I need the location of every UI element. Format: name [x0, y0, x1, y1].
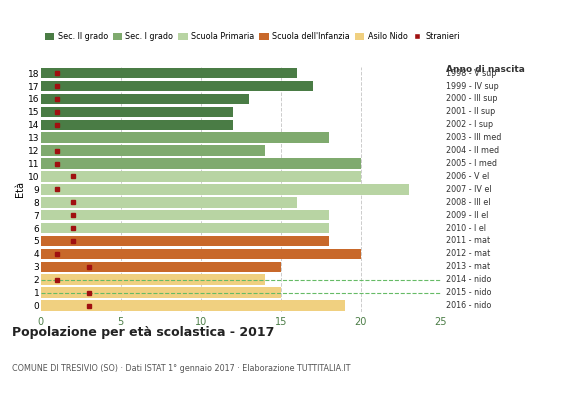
- Bar: [41, 210, 329, 220]
- Text: 2014 - nido: 2014 - nido: [446, 275, 491, 284]
- Text: 2008 - III el: 2008 - III el: [446, 198, 490, 207]
- Bar: [41, 171, 361, 182]
- Text: 2012 - mat: 2012 - mat: [446, 250, 490, 258]
- Text: 2013 - mat: 2013 - mat: [446, 262, 490, 271]
- Bar: [41, 197, 297, 208]
- Bar: [41, 145, 264, 156]
- Y-axis label: Età: Età: [15, 181, 25, 197]
- Legend: Sec. II grado, Sec. I grado, Scuola Primaria, Scuola dell'Infanzia, Asilo Nido, : Sec. II grado, Sec. I grado, Scuola Prim…: [45, 32, 460, 41]
- Bar: [41, 158, 361, 169]
- Text: 2009 - II el: 2009 - II el: [446, 211, 488, 220]
- Text: 1998 - V sup: 1998 - V sup: [446, 69, 496, 78]
- Bar: [41, 236, 329, 246]
- Bar: [41, 94, 249, 104]
- Text: 2005 - I med: 2005 - I med: [446, 159, 497, 168]
- Text: COMUNE DI TRESIVIO (SO) · Dati ISTAT 1° gennaio 2017 · Elaborazione TUTTITALIA.I: COMUNE DI TRESIVIO (SO) · Dati ISTAT 1° …: [12, 364, 350, 373]
- Text: 1999 - IV sup: 1999 - IV sup: [446, 82, 499, 90]
- Bar: [41, 274, 264, 285]
- Text: Anno di nascita: Anno di nascita: [446, 66, 525, 74]
- Bar: [41, 81, 313, 91]
- Bar: [41, 184, 409, 195]
- Text: 2016 - nido: 2016 - nido: [446, 301, 491, 310]
- Bar: [41, 287, 281, 298]
- Text: 2000 - III sup: 2000 - III sup: [446, 94, 498, 104]
- Text: 2004 - II med: 2004 - II med: [446, 146, 499, 155]
- Bar: [41, 262, 281, 272]
- Bar: [41, 300, 345, 311]
- Text: 2011 - mat: 2011 - mat: [446, 236, 490, 246]
- Text: 2001 - II sup: 2001 - II sup: [446, 108, 495, 116]
- Bar: [41, 120, 233, 130]
- Bar: [41, 68, 297, 78]
- Text: 2010 - I el: 2010 - I el: [446, 224, 486, 232]
- Text: 2002 - I sup: 2002 - I sup: [446, 120, 493, 129]
- Text: 2003 - III med: 2003 - III med: [446, 133, 501, 142]
- Bar: [41, 107, 233, 117]
- Bar: [41, 249, 361, 259]
- Text: Popolazione per età scolastica - 2017: Popolazione per età scolastica - 2017: [12, 326, 274, 339]
- Text: 2006 - V el: 2006 - V el: [446, 172, 489, 181]
- Bar: [41, 132, 329, 143]
- Text: 2015 - nido: 2015 - nido: [446, 288, 491, 297]
- Bar: [41, 223, 329, 233]
- Text: 2007 - IV el: 2007 - IV el: [446, 185, 491, 194]
